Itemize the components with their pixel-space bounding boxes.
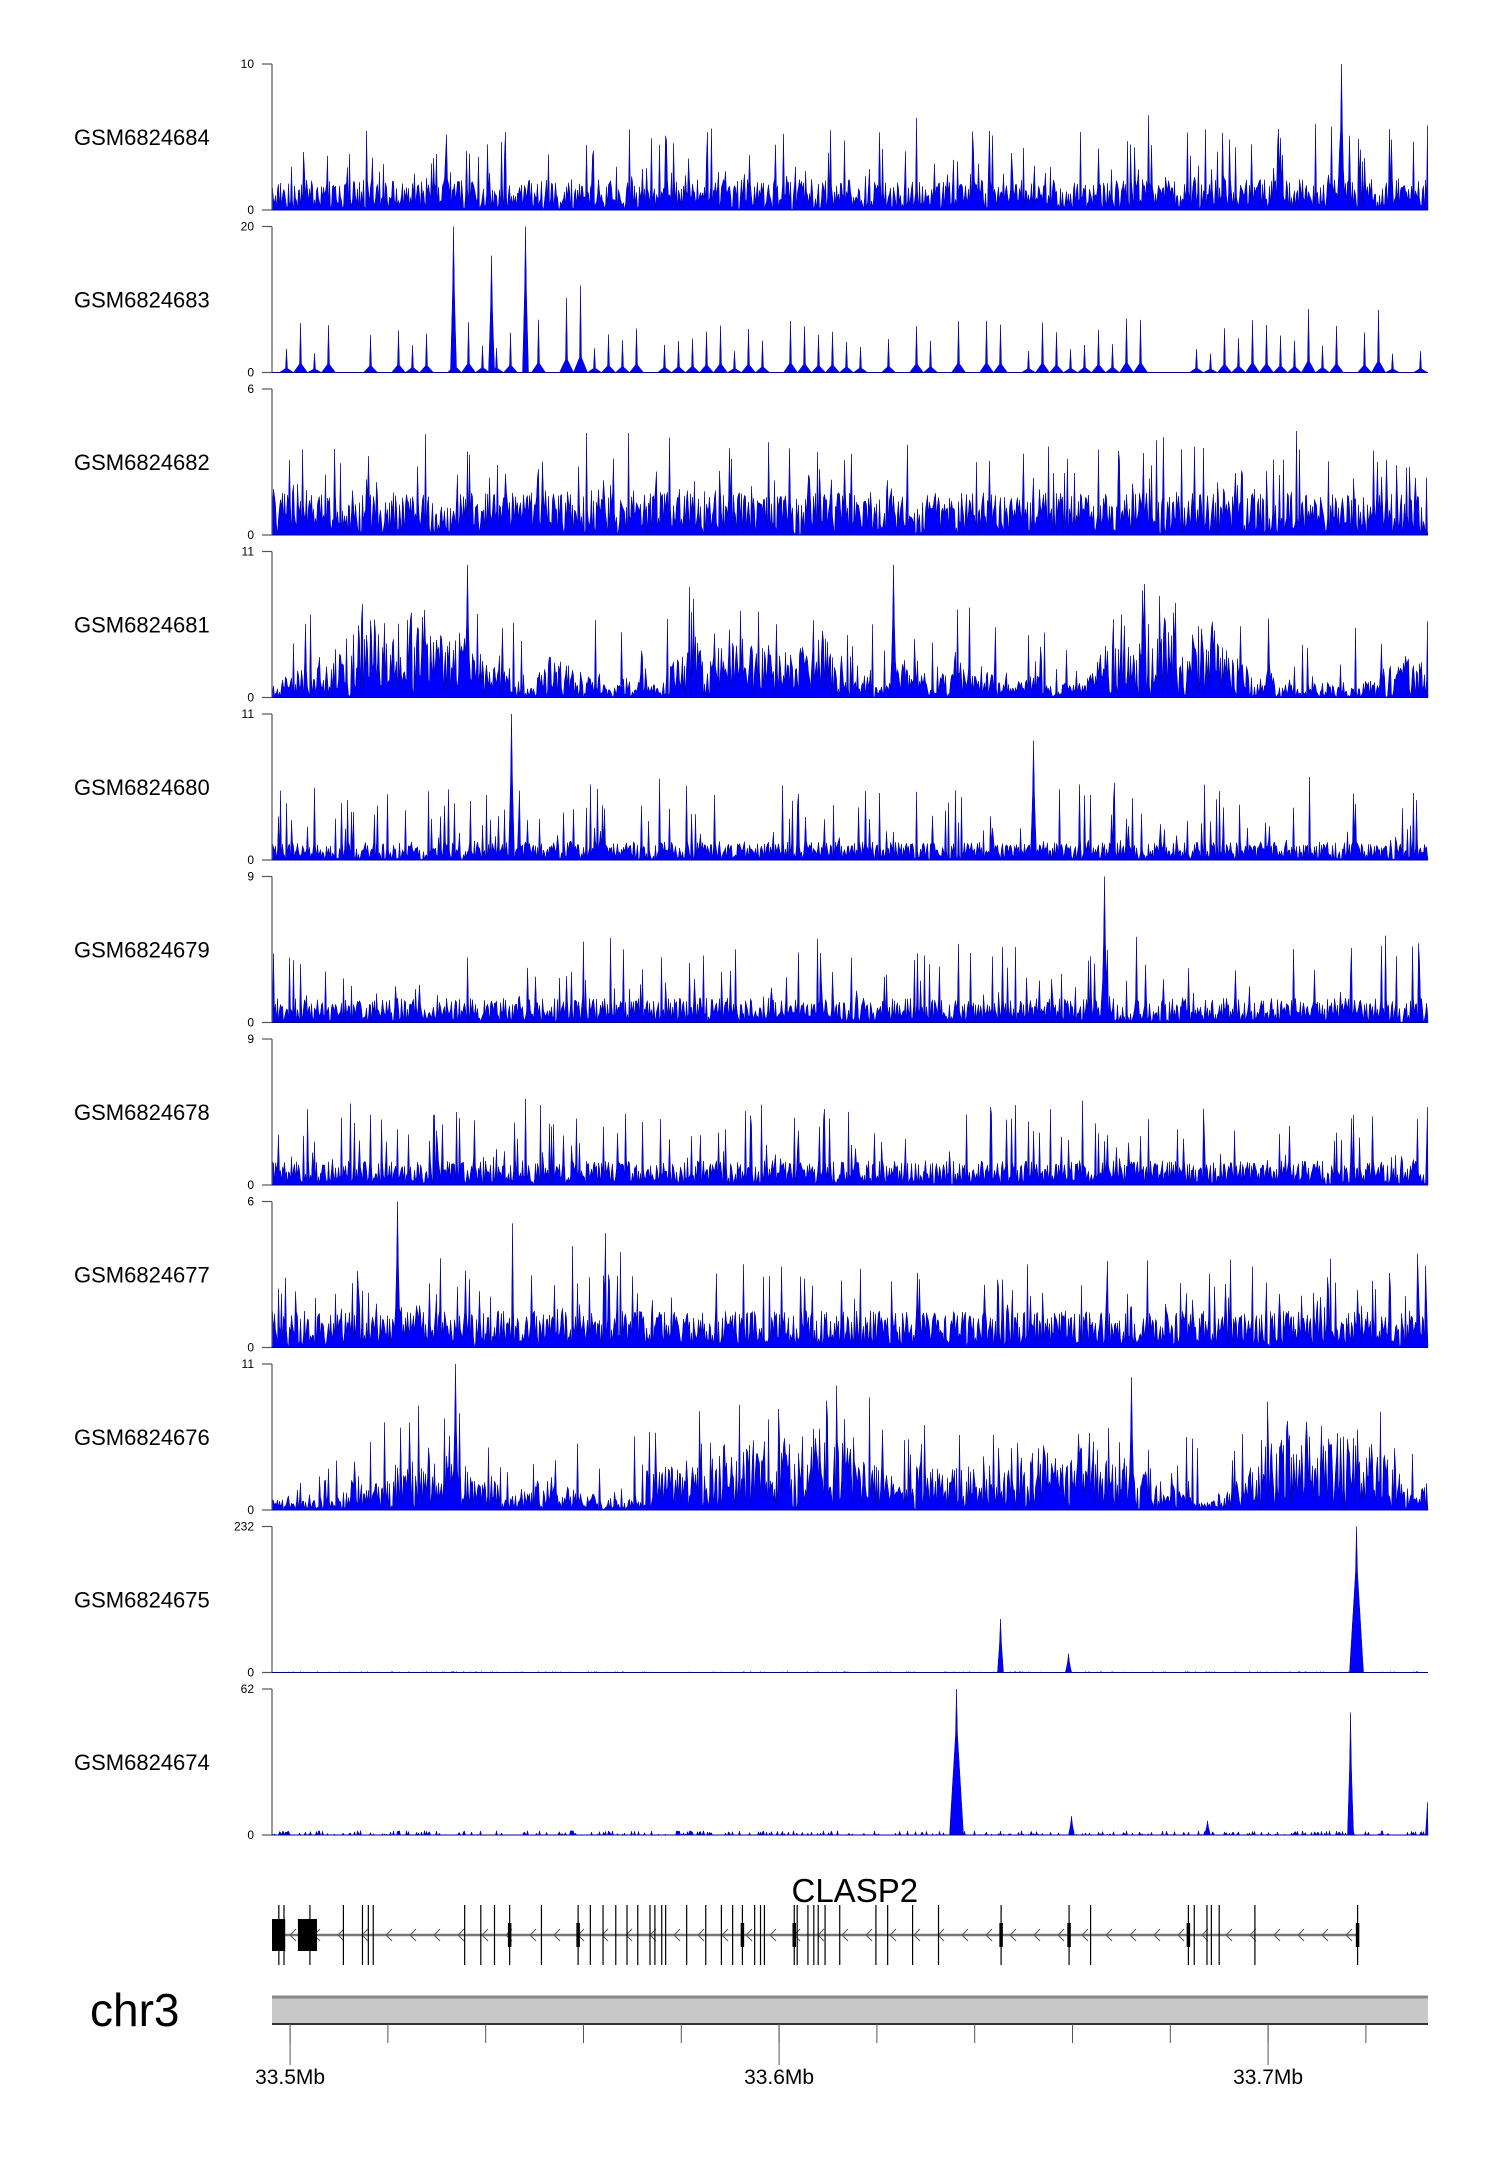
strand-arrow-icon: [1297, 1928, 1305, 1942]
y-min-label: 0: [247, 1341, 254, 1355]
signal-track-GSM6824674: [271, 1688, 1429, 1836]
y-min-label: 0: [247, 1178, 254, 1192]
chromosome-bar: [272, 1996, 1428, 2024]
signal-track-GSM6824675: [271, 1526, 1428, 1674]
track-label: GSM6824675: [74, 1588, 210, 1613]
y-min-label: 0: [247, 203, 254, 217]
y-max-label: 62: [241, 1682, 255, 1696]
y-max-label: 9: [247, 1032, 254, 1046]
strand-arrow-icon: [1129, 1928, 1137, 1942]
track-label: GSM6824681: [74, 613, 210, 638]
strand-arrow-icon: [1153, 1928, 1161, 1942]
track-label: GSM6824680: [74, 775, 210, 800]
y-min-label: 0: [247, 1666, 254, 1680]
track-label: GSM6824684: [74, 125, 210, 150]
y-max-label: 11: [242, 545, 255, 559]
strand-arrow-icon: [841, 1928, 849, 1942]
strand-arrow-icon: [385, 1928, 393, 1942]
gene-name-label: CLASP2: [792, 1872, 919, 1909]
strand-arrow-icon: [457, 1928, 465, 1942]
strand-arrow-icon: [889, 1928, 897, 1942]
signal-track-GSM6824676: [271, 1363, 1429, 1511]
coding-exon-block: [297, 1919, 317, 1951]
strand-arrow-icon: [1321, 1928, 1329, 1942]
y-max-label: 9: [247, 870, 254, 884]
strand-arrow-icon: [1081, 1928, 1089, 1942]
strand-arrow-icon: [769, 1928, 777, 1942]
x-tick-label: 33.6Mb: [744, 2066, 814, 2089]
strand-arrow-icon: [481, 1928, 489, 1942]
signal-track-GSM6824684: [271, 63, 1429, 211]
track-label: GSM6824676: [74, 1425, 210, 1450]
signal-track-GSM6824683: [272, 226, 1428, 374]
y-min-label: 0: [247, 1828, 254, 1842]
signal-track-GSM6824682: [271, 430, 1429, 536]
x-tick-label: 33.7Mb: [1233, 2066, 1303, 2089]
y-max-label: 11: [242, 1357, 255, 1371]
y-max-label: 6: [247, 1195, 254, 1209]
strand-arrow-icon: [433, 1928, 441, 1942]
strand-arrow-icon: [1201, 1928, 1209, 1942]
y-min-label: 0: [247, 853, 254, 867]
coding-exon-block: [272, 1919, 286, 1951]
track-label: GSM6824677: [74, 1263, 210, 1288]
strand-arrow-icon: [721, 1928, 729, 1942]
y-min-label: 0: [247, 1016, 254, 1030]
strand-arrow-icon: [553, 1928, 561, 1942]
strand-arrow-icon: [985, 1928, 993, 1942]
signal-track-GSM6824681: [271, 564, 1429, 699]
strand-arrow-icon: [529, 1928, 537, 1942]
signal-track-GSM6824679: [271, 876, 1429, 1023]
strand-arrow-icon: [745, 1928, 753, 1942]
signal-track-GSM6824677: [271, 1201, 1429, 1348]
track-label: GSM6824678: [74, 1100, 210, 1125]
strand-arrow-icon: [1105, 1928, 1113, 1942]
strand-arrow-icon: [961, 1928, 969, 1942]
strand-arrow-icon: [1225, 1928, 1233, 1942]
strand-arrow-icon: [1345, 1928, 1353, 1942]
strand-arrow-icon: [1009, 1928, 1017, 1942]
strand-arrow-icon: [1057, 1928, 1065, 1942]
strand-arrow-icon: [601, 1928, 609, 1942]
strand-arrow-icon: [289, 1928, 297, 1942]
track-label: GSM6824674: [74, 1750, 210, 1775]
strand-arrow-icon: [337, 1928, 345, 1942]
y-min-label: 0: [247, 528, 254, 542]
y-max-label: 10: [241, 57, 255, 71]
signal-track-GSM6824680: [271, 713, 1429, 861]
track-label: GSM6824682: [74, 450, 210, 475]
y-max-label: 20: [241, 220, 255, 234]
track-label: GSM6824683: [74, 288, 210, 313]
chromosome-label: chr3: [90, 1984, 179, 2036]
strand-arrow-icon: [1033, 1928, 1041, 1942]
strand-arrow-icon: [673, 1928, 681, 1942]
x-tick-label: 33.5Mb: [255, 2066, 325, 2089]
track-label: GSM6824679: [74, 938, 210, 963]
y-min-label: 0: [247, 366, 254, 380]
y-min-label: 0: [247, 691, 254, 705]
y-max-label: 11: [242, 707, 255, 721]
strand-arrow-icon: [865, 1928, 873, 1942]
strand-arrow-icon: [1249, 1928, 1257, 1942]
strand-arrow-icon: [1177, 1928, 1185, 1942]
y-min-label: 0: [247, 1503, 254, 1517]
strand-arrow-icon: [697, 1928, 705, 1942]
y-max-label: 6: [247, 382, 254, 396]
strand-arrow-icon: [1273, 1928, 1281, 1942]
strand-arrow-icon: [409, 1928, 417, 1942]
signal-track-GSM6824678: [271, 1098, 1429, 1186]
strand-arrow-icon: [913, 1928, 921, 1942]
strand-arrow-icon: [625, 1928, 633, 1942]
y-max-label: 232: [234, 1520, 254, 1534]
